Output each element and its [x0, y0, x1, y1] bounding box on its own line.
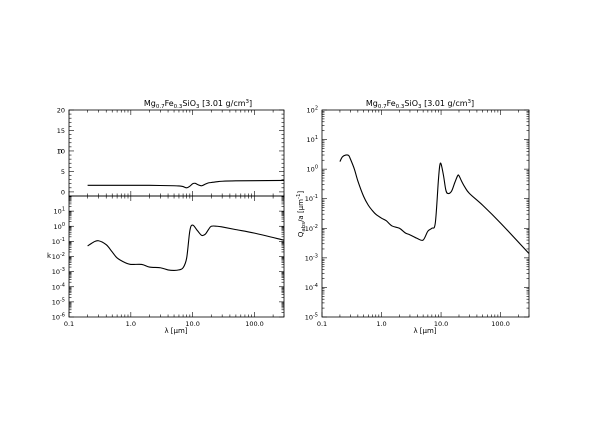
- q-ytick-label: 102: [307, 106, 318, 115]
- q-plot: Mg0.7Fe0.3SiO3 [3.01 g/cm3] Qabs/a [μm-1…: [296, 99, 530, 335]
- q-ylabel: Qabs/a [μm-1]: [296, 191, 307, 238]
- k-series-line: [87, 224, 285, 271]
- k-ylabel: k: [47, 252, 52, 260]
- k-xlabel: λ [μm]: [164, 327, 187, 335]
- k-ytick-label: 10-1: [52, 237, 65, 246]
- q-ytick-label: 101: [307, 135, 318, 144]
- q-plot-frame: [321, 109, 530, 318]
- q-series-line: [339, 154, 530, 254]
- k-plot-frame: [68, 195, 285, 318]
- n-xticks: [68, 110, 285, 196]
- k-ytick-label: 101: [54, 207, 65, 216]
- q-xticks: 0.1 1.0 10.0 100.0: [317, 110, 530, 328]
- q-xtick-label: 1.0: [376, 320, 386, 328]
- q-ytick-label: 10-2: [305, 224, 318, 233]
- q-xlabel: λ [μm]: [413, 327, 436, 335]
- q-ytick-label: 10-1: [305, 194, 318, 203]
- k-ytick-label: 10-5: [52, 297, 65, 306]
- n-ytick-label: 10: [57, 147, 65, 155]
- k-xtick-label: 0.1: [64, 320, 74, 328]
- n-ytick-label: 15: [57, 127, 65, 135]
- n-ytick-label: 0: [61, 188, 65, 196]
- k-plot: k λ [μm] 10110010-110-210-310-410-510-6 …: [47, 195, 285, 335]
- n-ylabel: n: [58, 147, 62, 155]
- k-ytick-label: 10-2: [52, 252, 65, 261]
- k-xtick-label: 100.0: [245, 320, 264, 328]
- q-xtick-label: 0.1: [317, 320, 327, 328]
- k-ytick-label: 10-3: [52, 267, 65, 276]
- n-ytick-label: 5: [61, 168, 65, 176]
- q-ytick-label: 100: [307, 165, 318, 174]
- n-plot-title: Mg0.7Fe0.3SiO3 [3.01 g/cm3]: [144, 99, 252, 110]
- n-plot: Mg0.7Fe0.3SiO3 [3.01 g/cm3] n 0 5 10 15 20: [57, 99, 285, 197]
- k-xtick-label: 10.0: [185, 320, 199, 328]
- q-ytick-label: 10-4: [305, 283, 318, 292]
- q-ytick-label: 10-5: [305, 313, 318, 322]
- k-ytick-label: 10-4: [52, 282, 65, 291]
- k-xticks: 0.1 1.0 10.0 100.0: [64, 196, 285, 328]
- k-xtick-label: 1.0: [126, 320, 136, 328]
- n-yticks: 0 5 10 15 20: [57, 107, 284, 196]
- k-yticks: 101 100 10-1 10-2 10-3 10-4 10-5 10-6: [52, 195, 284, 322]
- k-ytick-label: 10-6: [52, 313, 65, 322]
- q-xtick-label: 100.0: [491, 320, 510, 328]
- q-plot-title: Mg0.7Fe0.3SiO3 [3.01 g/cm3]: [366, 99, 474, 110]
- n-ytick-label: 20: [57, 107, 65, 115]
- n-series-line: [87, 179, 285, 189]
- q-ytick-label: 10-3: [305, 253, 318, 262]
- n-plot-frame: [68, 109, 285, 197]
- k-ytick-label: 100: [54, 222, 65, 231]
- q-xtick-label: 10.0: [434, 320, 448, 328]
- q-yticks: 102 101 100 10-1 10-2 10-3 10-4 10-5: [305, 106, 529, 322]
